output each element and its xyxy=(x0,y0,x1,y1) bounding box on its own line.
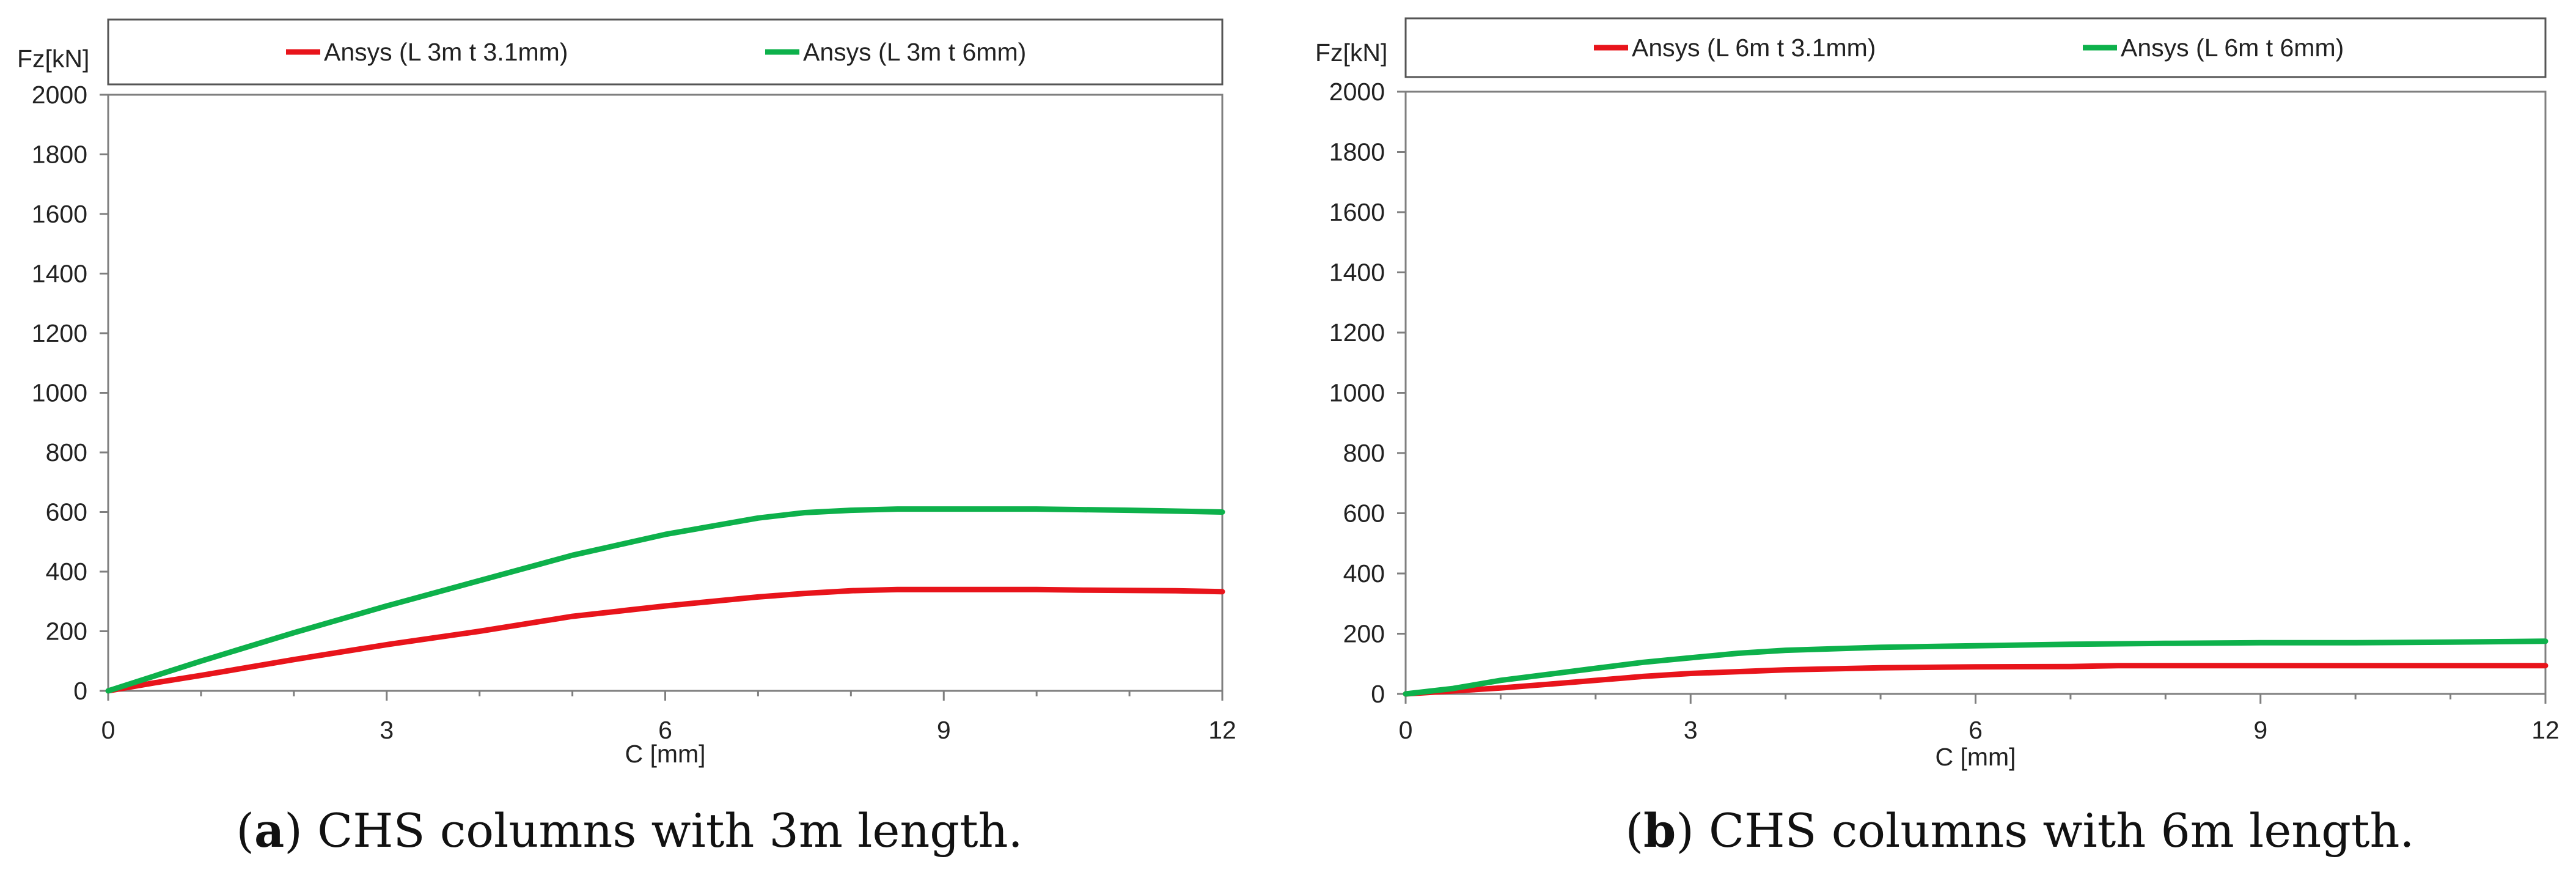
y-tick-label: 1000 xyxy=(1329,379,1385,407)
series-line-red xyxy=(1403,663,2548,697)
x-tick-label: 3 xyxy=(1684,716,1698,744)
series-line-green xyxy=(105,506,1225,694)
series-line-green xyxy=(1403,638,2548,697)
panel-a-chart: 0 200 400 600 800 1000 1200 1400 1600 1800 2000 0 3 6… xyxy=(17,18,1236,858)
y-tick-label: 1800 xyxy=(1329,138,1385,166)
y-tick-label: 200 xyxy=(46,617,87,646)
y-tick-label: 1600 xyxy=(32,200,87,228)
caption-text: ) CHS columns with 6m length. xyxy=(1676,803,2414,858)
x-tick-label: 9 xyxy=(937,716,951,744)
y-tick-label: 400 xyxy=(1343,559,1385,588)
panel-caption: (b) CHS columns with 6m length. xyxy=(1625,803,2414,858)
x-tick-label: 3 xyxy=(380,716,394,744)
caption-letter: b xyxy=(1643,803,1676,858)
x-axis-label: C [mm] xyxy=(1935,743,2016,771)
legend-box xyxy=(107,18,1224,86)
legend-label: Ansys (L 6m t 6mm) xyxy=(2121,34,2344,62)
y-axis-label: Fz[kN] xyxy=(1315,39,1387,67)
series-line-red xyxy=(105,586,1225,694)
legend-label: Ansys (L 3m t 6mm) xyxy=(803,38,1026,66)
y-tick-label: 1400 xyxy=(32,260,87,288)
y-tick-label: 1800 xyxy=(32,141,87,169)
x-tick-label: 0 xyxy=(1399,716,1413,744)
y-tick-label: 600 xyxy=(1343,500,1385,528)
y-axis-label: Fz[kN] xyxy=(17,45,89,73)
y-tick-label: 800 xyxy=(46,438,87,466)
x-tick-label: 0 xyxy=(101,716,116,744)
panel-caption: (a) CHS columns with 3m length. xyxy=(236,803,1022,858)
caption-text: ) CHS columns with 3m length. xyxy=(284,803,1022,858)
y-tick-label: 0 xyxy=(73,677,87,705)
y-tick-label: 2000 xyxy=(1329,78,1385,106)
y-tick-label: 1000 xyxy=(32,379,87,407)
caption-open-paren: ( xyxy=(1625,803,1643,858)
legend-box xyxy=(1404,17,2547,78)
y-tick-label: 600 xyxy=(46,498,87,526)
y-tick-label: 800 xyxy=(1343,439,1385,467)
x-tick-label: 12 xyxy=(1208,716,1236,744)
y-tick-label: 0 xyxy=(1371,680,1385,708)
panel-b-chart: 0 200 400 600 800 1000 1200 1400 1600 1800 2000 0 3 6… xyxy=(1315,17,2559,858)
y-tick-label: 1200 xyxy=(32,319,87,347)
legend-label: Ansys (L 6m t 3.1mm) xyxy=(1632,34,1876,62)
caption-open-paren: ( xyxy=(236,803,254,858)
caption-letter: a xyxy=(254,803,284,858)
plot-area-frame xyxy=(1404,90,2547,695)
y-tick-label: 1400 xyxy=(1329,259,1385,287)
legend-label: Ansys (L 3m t 3.1mm) xyxy=(324,38,568,66)
y-tick-label: 200 xyxy=(1343,620,1385,648)
x-tick-label: 9 xyxy=(2253,716,2267,744)
y-tick-label: 1200 xyxy=(1329,319,1385,347)
x-tick-label: 6 xyxy=(658,716,672,744)
plot-area-frame xyxy=(107,94,1224,692)
x-tick-label: 12 xyxy=(2531,716,2559,744)
x-tick-label: 6 xyxy=(1969,716,1983,744)
y-tick-label: 1600 xyxy=(1329,198,1385,226)
x-axis-label: C [mm] xyxy=(625,740,705,768)
y-tick-label: 400 xyxy=(46,558,87,586)
y-tick-label: 2000 xyxy=(32,81,87,109)
